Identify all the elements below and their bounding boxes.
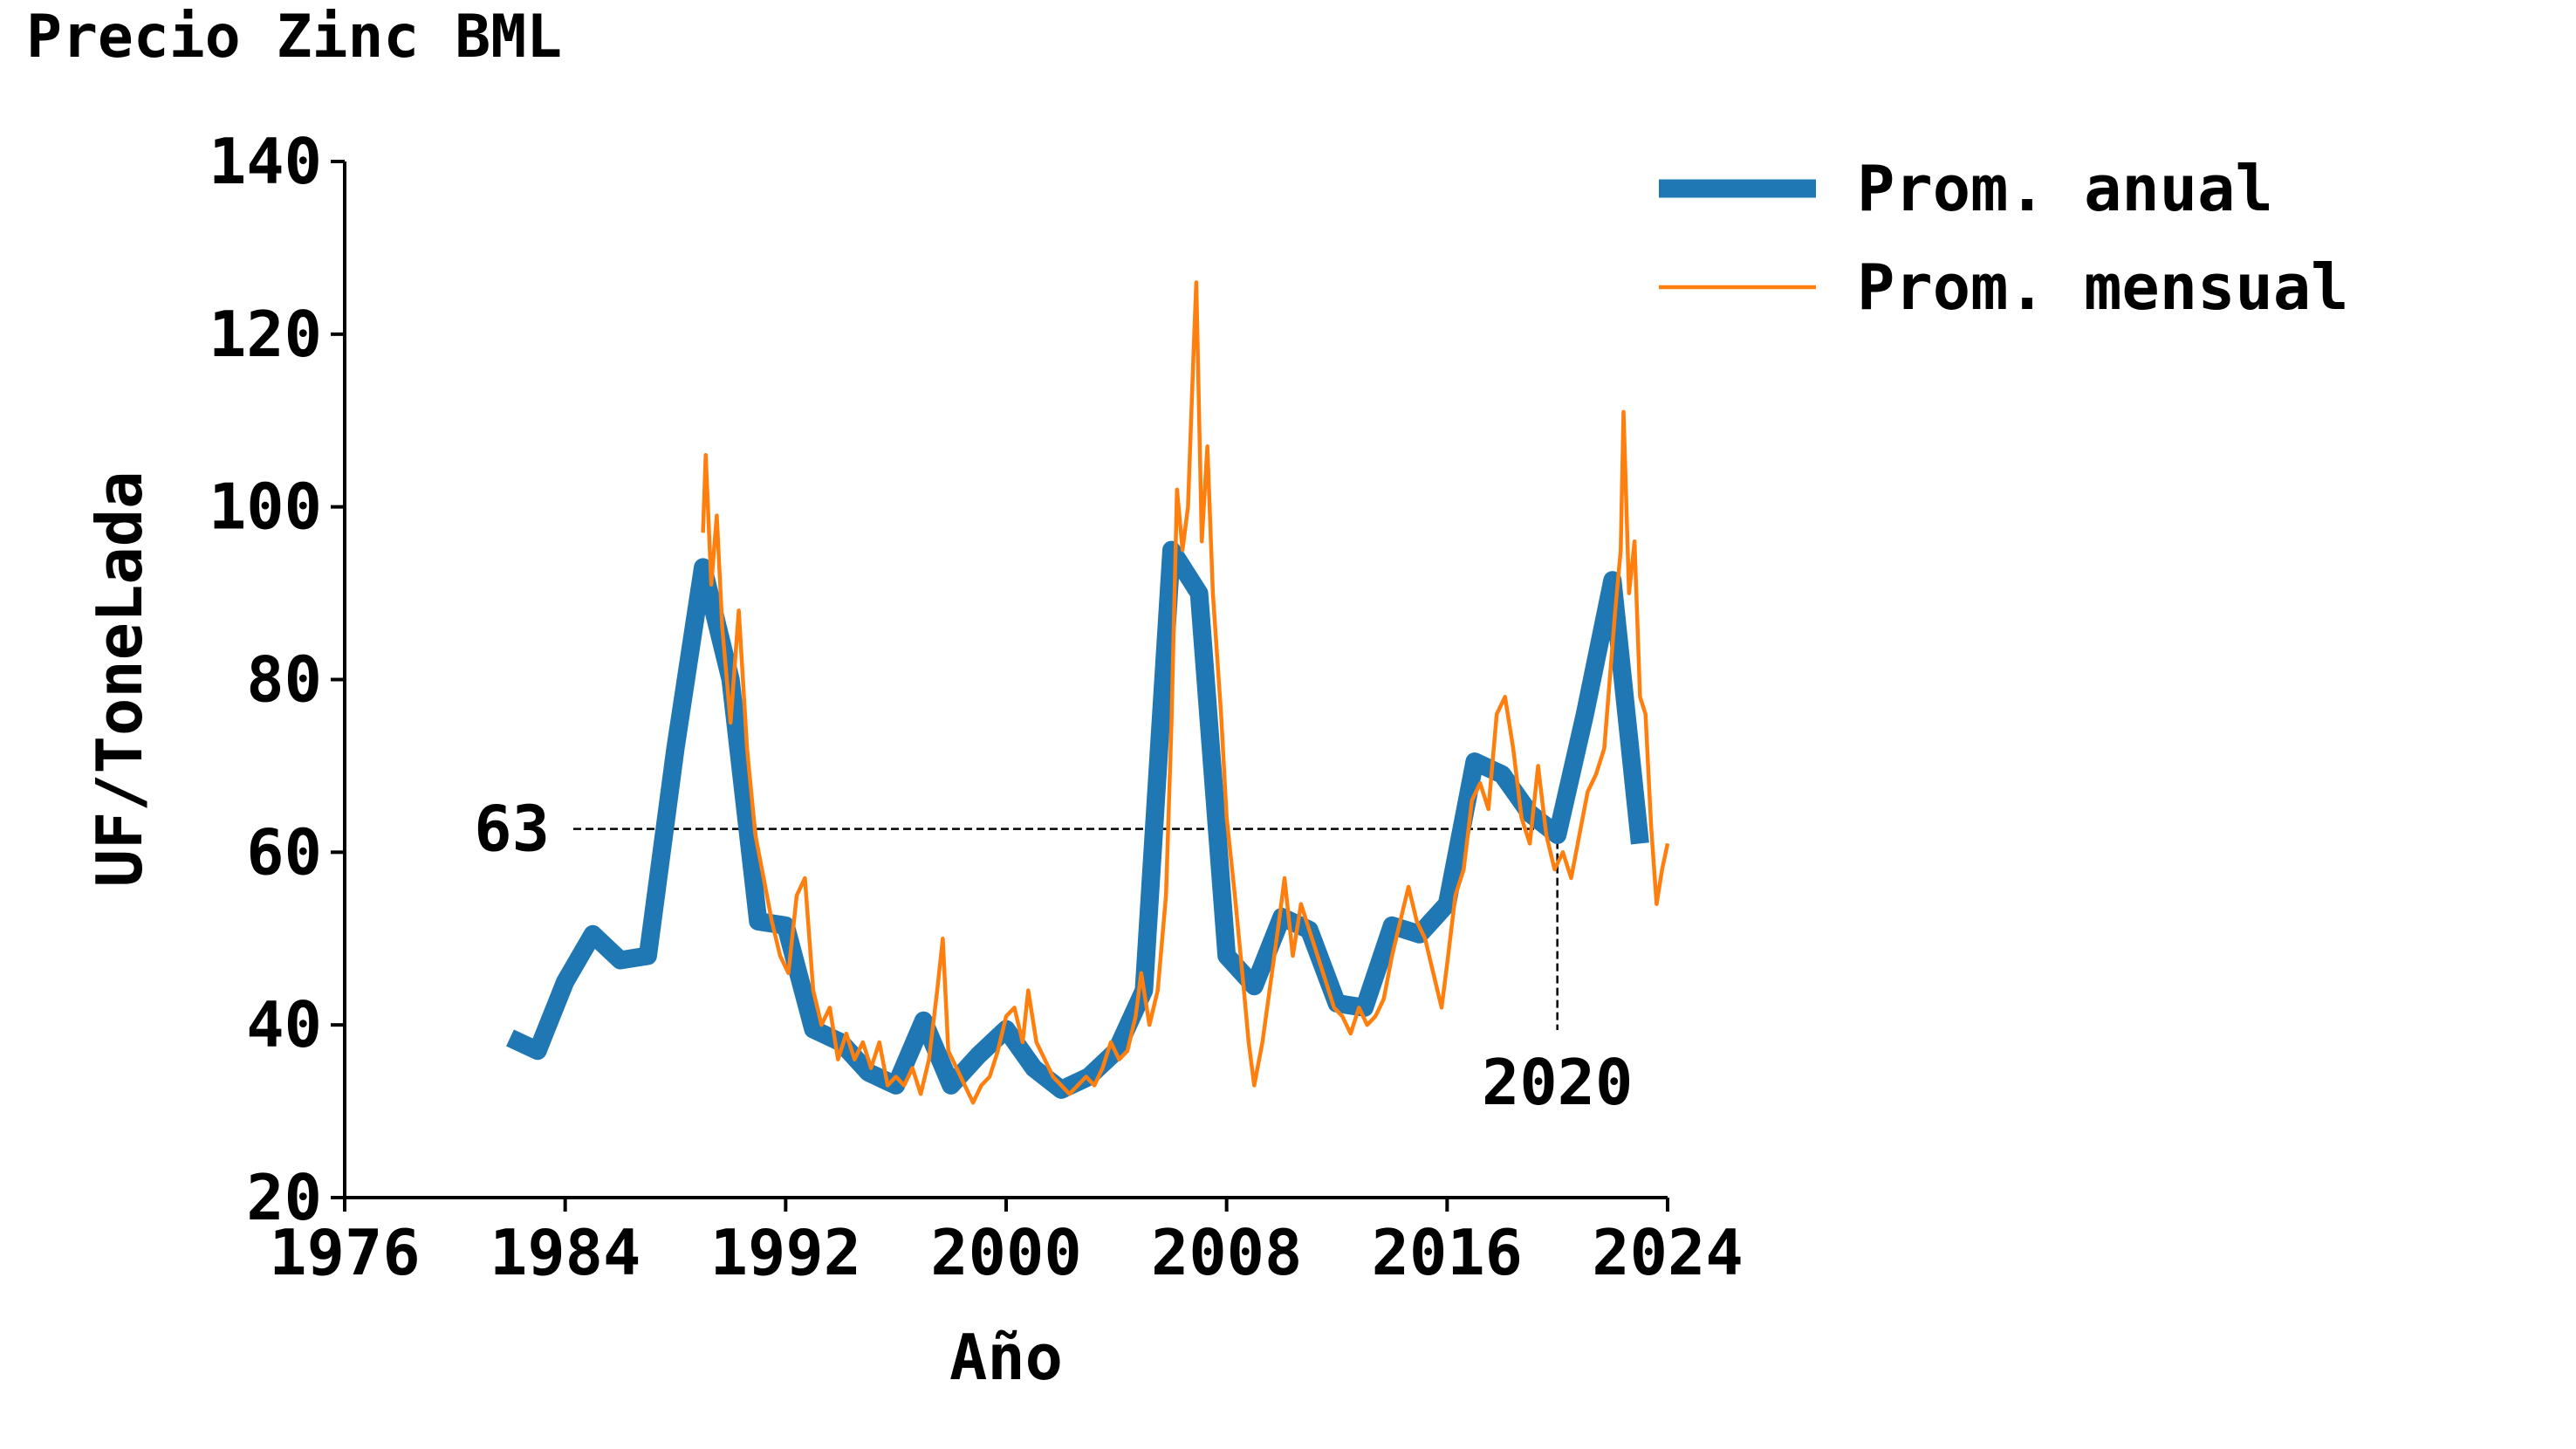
y-axis-label: UF/ToneLada [83, 471, 156, 888]
y-tick-label: 100 [209, 470, 322, 544]
chart-title: Precio Zinc BML [26, 3, 562, 72]
y-tick-label: 120 [209, 298, 322, 371]
x-tick-label: 2008 [1151, 1216, 1302, 1289]
x-tick-label: 2000 [930, 1216, 1081, 1289]
series-line [701, 280, 1670, 1105]
annotation-label: 63 [474, 793, 550, 866]
y-tick-label: 20 [246, 1161, 322, 1234]
x-axis-label: Año [949, 1321, 1063, 1394]
legend-label: Prom. mensual [1857, 251, 2349, 324]
legend-label: Prom. anual [1857, 152, 2273, 225]
x-tick-label: 1984 [490, 1216, 641, 1289]
y-tick-label: 80 [246, 643, 322, 717]
series-line [506, 540, 1649, 1099]
x-tick-label: 1992 [710, 1216, 861, 1289]
annotation-label: 2020 [1482, 1046, 1633, 1119]
y-tick-label: 40 [246, 988, 322, 1061]
x-tick-label: 2024 [1592, 1216, 1743, 1289]
x-tick-label: 2016 [1372, 1216, 1523, 1289]
y-tick-label: 140 [209, 125, 322, 198]
x-tick-label: 1976 [269, 1216, 420, 1289]
y-tick-label: 60 [246, 815, 322, 889]
